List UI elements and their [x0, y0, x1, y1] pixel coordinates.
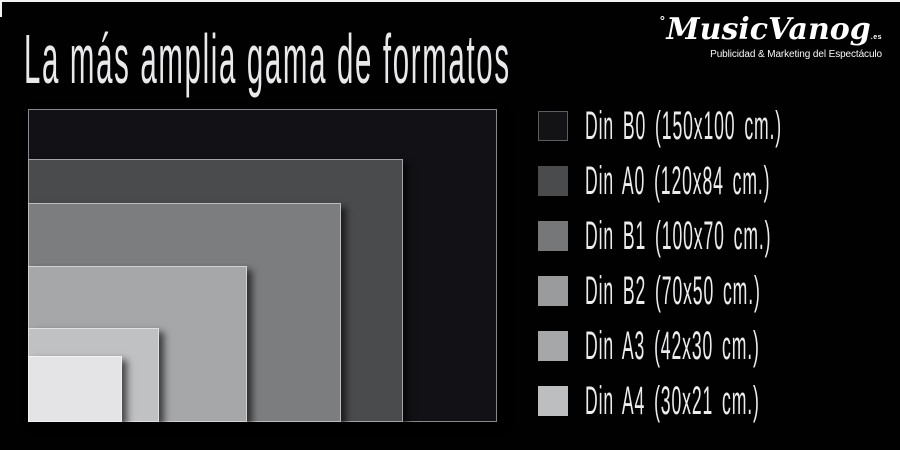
legend-label-b1: Din B1 (100x70 cm.)	[585, 214, 772, 258]
legend-swatch-b0	[538, 111, 568, 141]
format-stack	[28, 109, 498, 422]
logo: °MusicVanog.es Publicidad & Marketing de…	[659, 13, 882, 60]
page-title: La más amplia gama de formatos	[24, 20, 511, 98]
legend-swatch-a4	[538, 386, 568, 416]
legend-swatch-a0	[538, 166, 568, 196]
legend-swatch-a3	[538, 331, 568, 361]
legend-row-a0: Din A0 (120x84 cm.)	[538, 159, 900, 203]
legend-row-b2: Din B2 (70x50 cm.)	[538, 269, 900, 313]
legend-swatch-b1	[538, 221, 568, 251]
logo-degree-mark: °	[659, 14, 666, 28]
logo-name-text: MusicVanog	[666, 12, 871, 47]
legend-row-a4: Din A4 (30x21 cm.)	[538, 379, 900, 423]
logo-wordmark: °MusicVanog.es	[659, 13, 882, 46]
legend-label-b0: Din B0 (150x100 cm.)	[585, 104, 783, 148]
legend-row-b1: Din B1 (100x70 cm.)	[538, 214, 900, 258]
legend-label-a0: Din A0 (120x84 cm.)	[585, 159, 771, 203]
format-legend: Din B0 (150x100 cm.) Din A0 (120x84 cm.) D…	[538, 104, 900, 441]
legend-swatch-b2	[538, 276, 568, 306]
legend-label-a3: Din A3 (42x30 cm.)	[585, 324, 760, 368]
legend-label-a4: Din A4 (30x21 cm.)	[585, 379, 760, 423]
legend-label-b2: Din B2 (70x50 cm.)	[585, 269, 761, 313]
logo-tagline: Publicidad & Marketing del Espectáculo	[710, 49, 882, 60]
legend-row-b0: Din B0 (150x100 cm.)	[538, 104, 900, 148]
frame-top-line	[0, 0, 900, 2]
format-rect-a4	[28, 356, 122, 422]
logo-domain-suffix: .es	[870, 34, 882, 41]
frame-left-line	[0, 0, 2, 17]
legend-row-a3: Din A3 (42x30 cm.)	[538, 324, 900, 368]
